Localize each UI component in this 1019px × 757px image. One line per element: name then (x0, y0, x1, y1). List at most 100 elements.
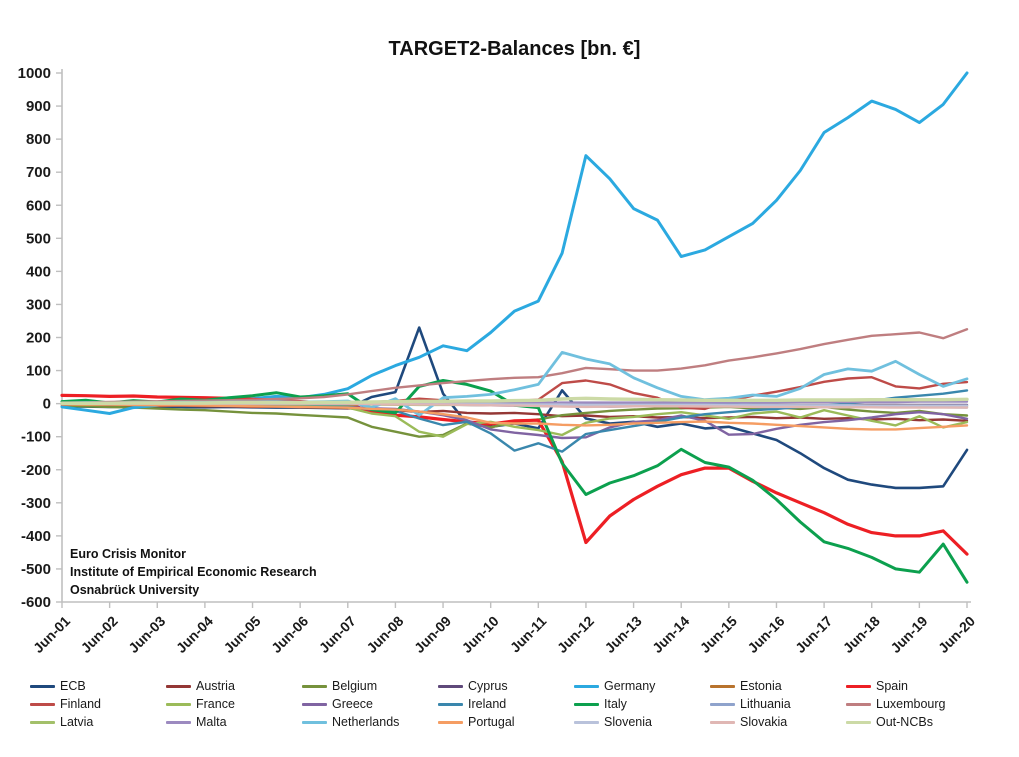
y-tick-label: -600 (21, 594, 51, 611)
legend-item-belgium: Belgium (302, 679, 438, 693)
series-line-portugal (60, 403, 969, 431)
legend-item-france: France (166, 697, 302, 711)
legend-item-spain: Spain (846, 679, 982, 693)
y-tick-label: 600 (26, 197, 51, 214)
legend-swatch-spain (846, 684, 871, 688)
x-tick-label: Jun-16 (744, 613, 787, 656)
legend-label: Slovenia (604, 715, 652, 729)
chart-title: TARGET2-Balances [bn. €] (388, 38, 641, 60)
legend-item-cyprus: Cyprus (438, 679, 574, 693)
legend-swatch-germany (574, 684, 599, 688)
y-tick-label: 0 (43, 396, 51, 413)
legend-item-luxembourg: Luxembourg (846, 697, 982, 711)
x-tick-label: Jun-15 (697, 613, 740, 656)
legend-item-finland: Finland (30, 697, 166, 711)
x-tick-label: Jun-14 (649, 613, 692, 656)
x-tick-label: Jun-20 (935, 613, 978, 656)
x-tick-label: Jun-09 (411, 613, 454, 656)
y-tick-label: 400 (26, 263, 51, 280)
legend-item-germany: Germany (574, 679, 710, 693)
x-tick-label: Jun-05 (220, 613, 263, 656)
legend-label: Netherlands (332, 715, 400, 729)
y-tick-label: -200 (21, 462, 51, 479)
y-tick-label: -100 (21, 429, 51, 446)
legend-label: Slovakia (740, 715, 788, 729)
legend-label: Lithuania (740, 697, 791, 711)
legend-label: Belgium (332, 679, 378, 693)
legend-label: Cyprus (468, 679, 508, 693)
legend-label: Malta (196, 715, 227, 729)
series-line-luxembourg (60, 328, 969, 404)
annotation-line-1: Euro Crisis Monitor (70, 547, 186, 561)
x-tick-label: Jun-01 (30, 613, 73, 656)
legend-swatch-luxembourg (846, 702, 871, 706)
y-tick-label: 500 (26, 230, 51, 247)
y-tick-label: 300 (26, 296, 51, 313)
legend-item-austria: Austria (166, 679, 302, 693)
legend-swatch-belgium (302, 684, 327, 688)
legend-label: Latvia (60, 715, 94, 729)
y-tick-label: 800 (26, 131, 51, 148)
series-line-out-ncbs (60, 396, 969, 405)
y-tick-label: -300 (21, 495, 51, 512)
x-tick-label: Jun-02 (78, 613, 121, 656)
legend-label: Germany (604, 679, 656, 693)
legend-label: Finland (60, 697, 101, 711)
legend-label: Italy (604, 697, 627, 711)
source-annotation: Euro Crisis Monitor Institute of Empiric… (70, 545, 317, 599)
legend-swatch-finland (30, 702, 55, 706)
legend-label: Austria (196, 679, 235, 693)
y-tick-label: 200 (26, 330, 51, 347)
x-tick-label: Jun-12 (554, 613, 597, 656)
legend-label: Spain (876, 679, 908, 693)
x-tick-label: Jun-06 (268, 613, 311, 656)
legend-swatch-lithuania (710, 702, 735, 706)
legend-swatch-greece (302, 702, 327, 706)
legend-swatch-cyprus (438, 684, 463, 688)
legend-swatch-slovakia (710, 720, 735, 724)
x-tick-label: Jun-08 (363, 613, 406, 656)
legend-swatch-austria (166, 684, 191, 688)
legend-swatch-latvia (30, 720, 55, 724)
series-line-spain (60, 393, 969, 556)
legend-label: Ireland (468, 697, 507, 711)
legend-item-slovakia: Slovakia (710, 715, 846, 729)
legend-item-slovenia: Slovenia (574, 715, 710, 729)
x-tick-label: Jun-07 (316, 613, 359, 656)
legend-item-latvia: Latvia (30, 715, 166, 729)
legend-swatch-out-ncbs (846, 720, 871, 724)
legend-swatch-malta (166, 720, 191, 724)
y-tick-label: 900 (26, 98, 51, 115)
legend-item-lithuania: Lithuania (710, 697, 846, 711)
legend-item-portugal: Portugal (438, 715, 574, 729)
legend-item-out-ncbs: Out-NCBs (846, 715, 982, 729)
annotation-line-2: Institute of Empirical Economic Research (70, 565, 317, 579)
x-tick-label: Jun-19 (887, 613, 930, 656)
legend-swatch-netherlands (302, 720, 327, 724)
legend-swatch-ireland (438, 702, 463, 706)
legend-swatch-italy (574, 702, 599, 706)
legend-label: Portugal (468, 715, 515, 729)
legend-item-malta: Malta (166, 715, 302, 729)
chart-legend: ECB Austria Belgium Cyprus Germany Estonia Spa… (30, 677, 982, 731)
x-tick-label: Jun-11 (507, 613, 550, 656)
legend-swatch-france (166, 702, 191, 706)
x-tick-label: Jun-13 (601, 613, 644, 656)
legend-label: Estonia (740, 679, 782, 693)
legend-swatch-portugal (438, 720, 463, 724)
legend-item-italy: Italy (574, 697, 710, 711)
legend-label: Greece (332, 697, 373, 711)
legend-item-netherlands: Netherlands (302, 715, 438, 729)
x-tick-label: Jun-17 (792, 613, 835, 656)
series-line-germany (60, 71, 969, 415)
y-tick-label: -500 (21, 561, 51, 578)
x-tick-label: Jun-04 (173, 613, 216, 656)
legend-label: Luxembourg (876, 697, 946, 711)
legend-item-ireland: Ireland (438, 697, 574, 711)
legend-label: Out-NCBs (876, 715, 933, 729)
legend-item-estonia: Estonia (710, 679, 846, 693)
y-tick-label: -400 (21, 528, 51, 545)
y-tick-label: 1000 (18, 65, 51, 82)
